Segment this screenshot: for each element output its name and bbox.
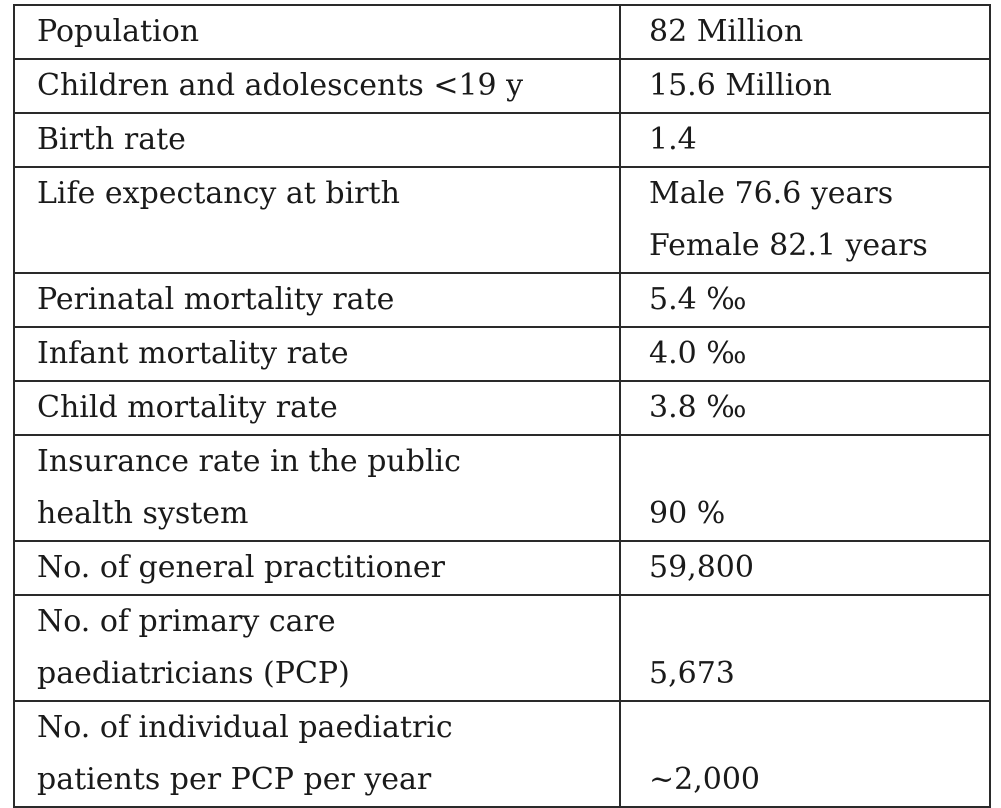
row-label-perinatal-mortality: Perinatal mortality rate: [13, 272, 621, 328]
value-line: 59,800: [649, 550, 754, 585]
row-value-general-practitioners: 59,800: [619, 540, 991, 596]
row-label-general-practitioners: No. of general practitioner: [13, 540, 621, 596]
row-value-perinatal-mortality: 5.4 ‰: [619, 272, 991, 328]
label-line: Children and adolescents <19 y: [37, 68, 524, 103]
label-line: Population: [37, 14, 200, 49]
value-line: 5,673: [649, 656, 735, 691]
row-label-patients-per-pcp: No. of individual paediatric patients pe…: [13, 700, 621, 808]
row-value-population: 82 Million: [619, 4, 991, 60]
statistics-table-container: Population 82 Million Children and adole…: [13, 4, 991, 808]
value-line: ~2,000: [649, 762, 761, 797]
table-row: Insurance rate in the public health syst…: [13, 434, 991, 542]
label-line: Birth rate: [37, 122, 186, 157]
row-value-insurance-rate: 90 %: [619, 434, 991, 542]
value-line: 5.4 ‰: [649, 282, 747, 317]
row-label-children: Children and adolescents <19 y: [13, 58, 621, 114]
row-value-infant-mortality: 4.0 ‰: [619, 326, 991, 382]
value-line: Male 76.6 years: [649, 176, 894, 211]
label-line: Infant mortality rate: [37, 336, 349, 371]
row-label-life-expectancy: Life expectancy at birth: [13, 166, 621, 274]
value-line: 4.0 ‰: [649, 336, 747, 371]
label-line: patients per PCP per year: [37, 762, 432, 797]
label-line: Insurance rate in the public: [37, 444, 461, 479]
table-row: Life expectancy at birth Male 76.6 years…: [13, 166, 991, 274]
value-line: 82 Million: [649, 14, 804, 49]
table-row: No. of individual paediatric patients pe…: [13, 700, 991, 808]
label-line: No. of general practitioner: [37, 550, 445, 585]
table-row: Population 82 Million: [13, 4, 991, 60]
label-line: No. of primary care: [37, 604, 336, 639]
label-line: paediatricians (PCP): [37, 656, 350, 691]
table-row: No. of primary care paediatricians (PCP)…: [13, 594, 991, 702]
row-label-primary-care-paediatricians: No. of primary care paediatricians (PCP): [13, 594, 621, 702]
row-label-child-mortality: Child mortality rate: [13, 380, 621, 436]
table-row: No. of general practitioner 59,800: [13, 540, 991, 596]
row-label-birth-rate: Birth rate: [13, 112, 621, 168]
table-row: Child mortality rate 3.8 ‰: [13, 380, 991, 436]
row-label-population: Population: [13, 4, 621, 60]
label-line: No. of individual paediatric: [37, 710, 453, 745]
value-line: 1.4: [649, 122, 697, 157]
row-value-primary-care-paediatricians: 5,673: [619, 594, 991, 702]
row-value-life-expectancy: Male 76.6 years Female 82.1 years: [619, 166, 991, 274]
row-value-child-mortality: 3.8 ‰: [619, 380, 991, 436]
table-row: Birth rate 1.4: [13, 112, 991, 168]
label-line: Perinatal mortality rate: [37, 282, 395, 317]
value-line: 3.8 ‰: [649, 390, 747, 425]
row-label-infant-mortality: Infant mortality rate: [13, 326, 621, 382]
value-line: Female 82.1 years: [649, 228, 928, 263]
value-line: 90 %: [649, 496, 726, 531]
label-line: Life expectancy at birth: [37, 176, 400, 211]
row-value-birth-rate: 1.4: [619, 112, 991, 168]
statistics-table: Population 82 Million Children and adole…: [13, 4, 991, 808]
label-line: Child mortality rate: [37, 390, 338, 425]
row-label-insurance-rate: Insurance rate in the public health syst…: [13, 434, 621, 542]
table-row: Children and adolescents <19 y 15.6 Mill…: [13, 58, 991, 114]
value-line: 15.6 Million: [649, 68, 832, 103]
table-row: Perinatal mortality rate 5.4 ‰: [13, 272, 991, 328]
label-line: health system: [37, 496, 249, 531]
table-row: Infant mortality rate 4.0 ‰: [13, 326, 991, 382]
row-value-patients-per-pcp: ~2,000: [619, 700, 991, 808]
row-value-children: 15.6 Million: [619, 58, 991, 114]
